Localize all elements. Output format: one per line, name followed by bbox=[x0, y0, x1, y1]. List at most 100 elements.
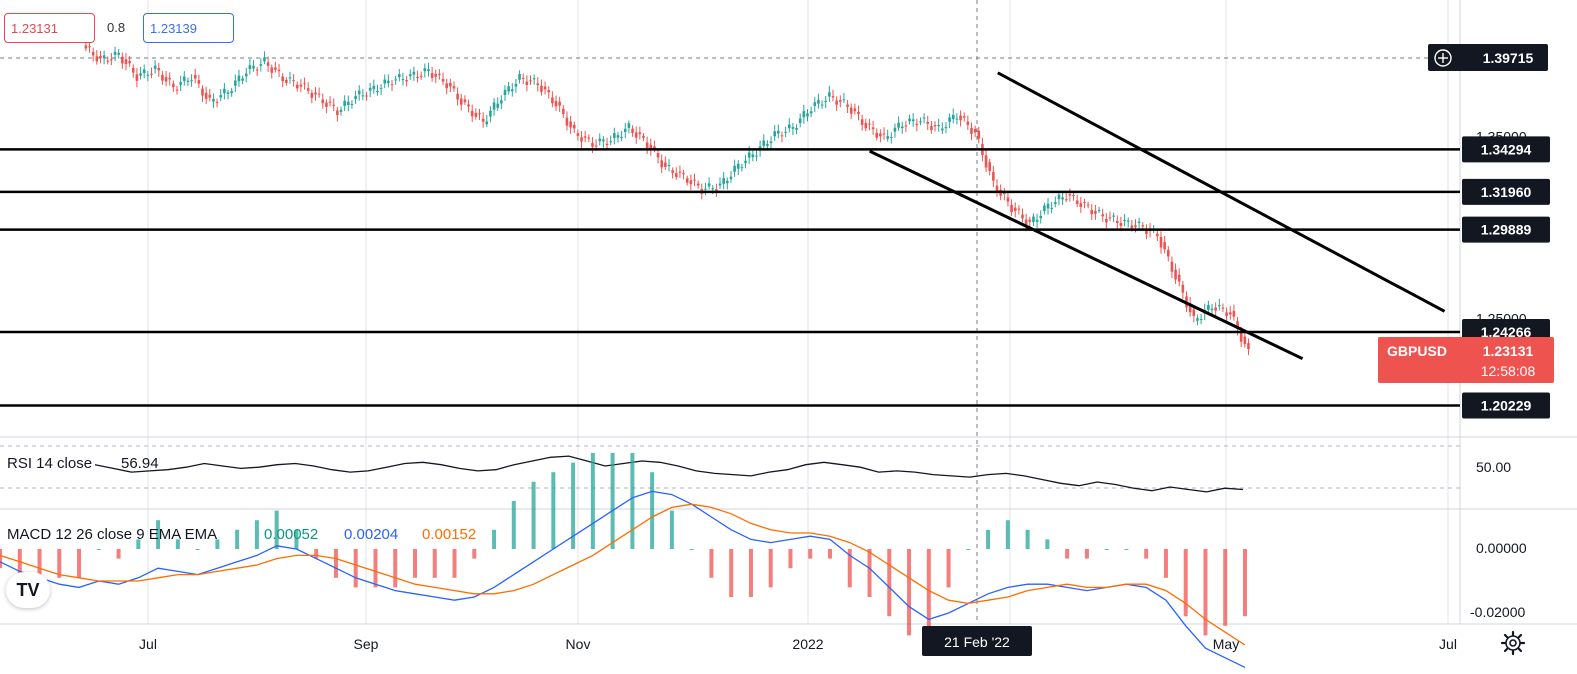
candle-body bbox=[1057, 194, 1061, 200]
candle-body bbox=[966, 121, 970, 125]
macd-hist-bar bbox=[828, 549, 832, 559]
macd-hist-bar bbox=[0, 549, 2, 569]
candle-body bbox=[937, 125, 940, 127]
candle-body bbox=[179, 82, 182, 85]
bid-price-button[interactable]: 1.23131 bbox=[4, 13, 95, 43]
level-label: 1.29889 bbox=[1481, 222, 1532, 238]
candle-body bbox=[919, 121, 922, 123]
candle-body bbox=[995, 185, 999, 193]
candle-body bbox=[890, 136, 893, 138]
candle-body bbox=[1163, 242, 1166, 250]
candle-body bbox=[230, 91, 233, 94]
time-axis[interactable]: Jul Sep Nov 2022 May Jul bbox=[139, 636, 1457, 652]
candle-body bbox=[438, 73, 441, 75]
candle-body bbox=[295, 84, 299, 89]
macd-hist-bar bbox=[571, 462, 576, 549]
candle-body bbox=[649, 144, 653, 151]
macd-tick-neg: -0.02000 bbox=[1470, 604, 1525, 620]
candle-body bbox=[864, 122, 868, 129]
level-label: 1.34294 bbox=[1481, 141, 1532, 157]
candle-body bbox=[543, 86, 547, 90]
candle-body bbox=[1068, 194, 1072, 196]
macd-hist-bar bbox=[254, 520, 259, 549]
candle-body bbox=[711, 188, 715, 190]
candle-body bbox=[113, 51, 117, 55]
crosshair-date: 21 Feb '22 bbox=[944, 634, 1010, 650]
macd-hist-bar bbox=[1124, 549, 1129, 550]
macd-hist-bar bbox=[274, 510, 279, 549]
rsi-legend[interactable]: RSI 14 close bbox=[7, 455, 92, 472]
candle-body bbox=[718, 183, 722, 186]
price-axis[interactable]: 1.200001.250001.300001.350001.342941.319… bbox=[1462, 129, 1550, 419]
candle-body bbox=[893, 127, 897, 132]
macd-hist-bar bbox=[432, 549, 437, 578]
macd-hist-bar bbox=[1183, 549, 1188, 617]
ask-price-button[interactable]: 1.23139 bbox=[143, 13, 234, 43]
candle-body bbox=[627, 123, 631, 128]
horizontal-levels[interactable] bbox=[0, 148, 1460, 407]
candle-body bbox=[558, 101, 561, 106]
candle-body bbox=[1210, 308, 1214, 311]
candle-body bbox=[1050, 207, 1053, 209]
gear-icon[interactable] bbox=[1500, 630, 1526, 656]
channel-lines[interactable] bbox=[868, 71, 1446, 361]
candle-body bbox=[1221, 307, 1225, 309]
channel-upper-line[interactable] bbox=[997, 71, 1446, 313]
macd-hist-bar bbox=[116, 549, 121, 559]
candle-body bbox=[933, 125, 937, 127]
bar-countdown: 12:58:08 bbox=[1481, 363, 1536, 379]
candle-body bbox=[605, 143, 609, 146]
candle-body bbox=[193, 74, 197, 79]
candle-body bbox=[598, 138, 602, 142]
candle-body bbox=[430, 73, 434, 78]
channel-lower-line[interactable] bbox=[868, 149, 1304, 361]
candle-body bbox=[350, 103, 354, 105]
macd-hist-bar bbox=[808, 549, 813, 559]
candle-body bbox=[1243, 336, 1247, 345]
candle-body bbox=[1225, 312, 1228, 316]
candle-body bbox=[926, 121, 930, 124]
macd-hist-bar bbox=[57, 549, 62, 578]
macd-hist-bar bbox=[314, 549, 319, 559]
candle-body bbox=[529, 80, 532, 82]
candle-body bbox=[755, 155, 758, 157]
macd-hist-bar bbox=[551, 472, 556, 549]
candle-body bbox=[569, 121, 572, 128]
macd-hist-bar bbox=[17, 549, 22, 578]
candle-body bbox=[784, 131, 787, 133]
candle-body bbox=[707, 183, 711, 187]
crosshair-price: 1.39715 bbox=[1483, 50, 1534, 66]
symbol-label: GBPUSD bbox=[1387, 343, 1447, 359]
candle-body bbox=[908, 118, 911, 122]
crosshair-price-label[interactable]: 1.39715 bbox=[1428, 44, 1548, 71]
candle-body bbox=[204, 92, 208, 99]
candle-body bbox=[806, 113, 809, 117]
candle-body bbox=[729, 176, 733, 180]
candle-body bbox=[853, 108, 857, 112]
macd-hist-bar bbox=[986, 529, 991, 549]
signal-line bbox=[0, 503, 1246, 646]
level-label-bg bbox=[1462, 216, 1550, 243]
candle-body bbox=[959, 115, 962, 121]
plus-icon[interactable] bbox=[1434, 49, 1452, 67]
candle-body bbox=[660, 160, 664, 168]
candle-body bbox=[620, 137, 623, 139]
macd-tick-zero: 0.00000 bbox=[1476, 540, 1527, 556]
candle-body bbox=[142, 69, 146, 74]
candle-body bbox=[416, 76, 419, 78]
candle-body bbox=[1035, 219, 1039, 222]
candle-body bbox=[715, 189, 718, 191]
macd-hist-bar bbox=[294, 529, 299, 549]
macd-legend[interactable]: MACD 12 26 close 9 EMA EMA bbox=[7, 526, 217, 543]
tradingview-logo-icon[interactable]: TV bbox=[6, 572, 50, 608]
spread-value: 0.8 bbox=[107, 20, 126, 35]
candle-body bbox=[951, 114, 955, 120]
candle-body bbox=[656, 153, 660, 158]
candle-body bbox=[266, 62, 270, 66]
candle-body bbox=[401, 79, 405, 81]
candle-body bbox=[1024, 219, 1028, 225]
candle-body bbox=[678, 171, 682, 173]
candle-body bbox=[1181, 284, 1185, 293]
macd-hist-bar bbox=[1203, 549, 1208, 636]
